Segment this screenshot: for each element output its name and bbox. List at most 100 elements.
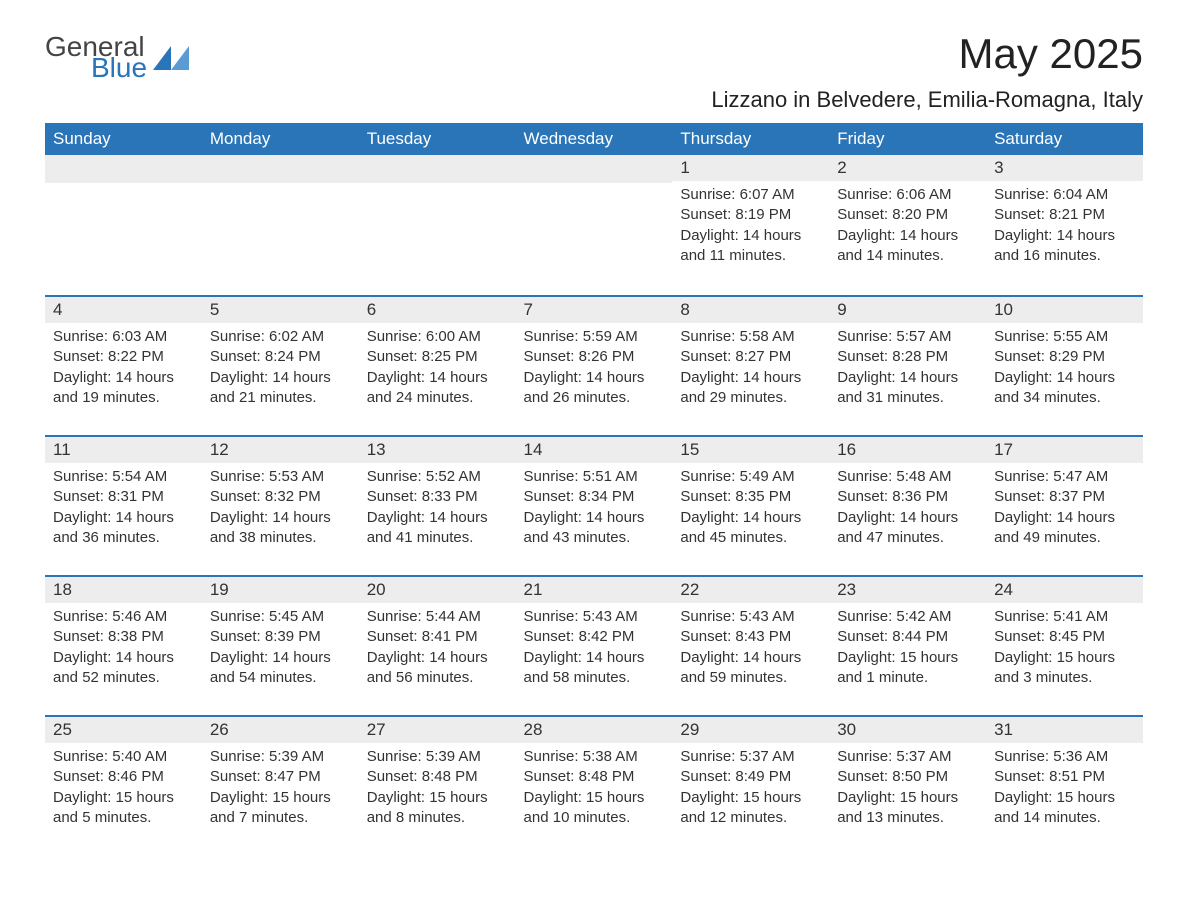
daylight-line: Daylight: 15 hours and 1 minute.	[837, 648, 978, 689]
daylight-line: Daylight: 14 hours and 52 minutes.	[53, 648, 194, 689]
sunrise-line: Sunrise: 6:07 AM	[680, 185, 821, 205]
day-details: Sunrise: 5:57 AMSunset: 8:28 PMDaylight:…	[829, 323, 986, 416]
day-number: 1	[672, 155, 829, 181]
calendar-day-cell: 10Sunrise: 5:55 AMSunset: 8:29 PMDayligh…	[986, 295, 1143, 435]
sunrise-line: Sunrise: 6:04 AM	[994, 185, 1135, 205]
day-number: 14	[516, 435, 673, 463]
day-number: 15	[672, 435, 829, 463]
calendar-header-row: SundayMondayTuesdayWednesdayThursdayFrid…	[45, 123, 1143, 155]
daylight-line: Daylight: 14 hours and 38 minutes.	[210, 508, 351, 549]
calendar-day-cell: 27Sunrise: 5:39 AMSunset: 8:48 PMDayligh…	[359, 715, 516, 855]
calendar-day-cell: 14Sunrise: 5:51 AMSunset: 8:34 PMDayligh…	[516, 435, 673, 575]
calendar-day-cell: 6Sunrise: 6:00 AMSunset: 8:25 PMDaylight…	[359, 295, 516, 435]
day-details: Sunrise: 5:42 AMSunset: 8:44 PMDaylight:…	[829, 603, 986, 696]
day-number: 31	[986, 715, 1143, 743]
sunrise-line: Sunrise: 5:45 AM	[210, 607, 351, 627]
logo-triangle-icon	[153, 46, 189, 75]
calendar-day-cell: 30Sunrise: 5:37 AMSunset: 8:50 PMDayligh…	[829, 715, 986, 855]
sunrise-line: Sunrise: 5:53 AM	[210, 467, 351, 487]
calendar-day-cell: 26Sunrise: 5:39 AMSunset: 8:47 PMDayligh…	[202, 715, 359, 855]
daylight-line: Daylight: 15 hours and 3 minutes.	[994, 648, 1135, 689]
day-details: Sunrise: 5:36 AMSunset: 8:51 PMDaylight:…	[986, 743, 1143, 836]
day-number: 25	[45, 715, 202, 743]
daylight-line: Daylight: 14 hours and 45 minutes.	[680, 508, 821, 549]
sunrise-line: Sunrise: 5:37 AM	[680, 747, 821, 767]
calendar-week-row: 1Sunrise: 6:07 AMSunset: 8:19 PMDaylight…	[45, 155, 1143, 295]
header: General Blue May 2025	[45, 30, 1143, 81]
daylight-line: Daylight: 14 hours and 21 minutes.	[210, 368, 351, 409]
day-details: Sunrise: 5:58 AMSunset: 8:27 PMDaylight:…	[672, 323, 829, 416]
sunset-line: Sunset: 8:41 PM	[367, 627, 508, 647]
sunset-line: Sunset: 8:28 PM	[837, 347, 978, 367]
sunset-line: Sunset: 8:49 PM	[680, 767, 821, 787]
sunrise-line: Sunrise: 5:39 AM	[210, 747, 351, 767]
day-details: Sunrise: 6:00 AMSunset: 8:25 PMDaylight:…	[359, 323, 516, 416]
daylight-line: Daylight: 14 hours and 49 minutes.	[994, 508, 1135, 549]
daylight-line: Daylight: 14 hours and 58 minutes.	[524, 648, 665, 689]
sunset-line: Sunset: 8:33 PM	[367, 487, 508, 507]
weekday-header: Wednesday	[516, 123, 673, 155]
calendar-table: SundayMondayTuesdayWednesdayThursdayFrid…	[45, 123, 1143, 855]
day-number: 10	[986, 295, 1143, 323]
day-details: Sunrise: 5:54 AMSunset: 8:31 PMDaylight:…	[45, 463, 202, 556]
sunrise-line: Sunrise: 5:37 AM	[837, 747, 978, 767]
calendar-day-cell: 29Sunrise: 5:37 AMSunset: 8:49 PMDayligh…	[672, 715, 829, 855]
sunset-line: Sunset: 8:27 PM	[680, 347, 821, 367]
calendar-day-cell: 21Sunrise: 5:43 AMSunset: 8:42 PMDayligh…	[516, 575, 673, 715]
calendar-empty-cell	[359, 155, 516, 295]
sunrise-line: Sunrise: 5:47 AM	[994, 467, 1135, 487]
calendar-day-cell: 25Sunrise: 5:40 AMSunset: 8:46 PMDayligh…	[45, 715, 202, 855]
sunset-line: Sunset: 8:20 PM	[837, 205, 978, 225]
day-details: Sunrise: 5:44 AMSunset: 8:41 PMDaylight:…	[359, 603, 516, 696]
daylight-line: Daylight: 14 hours and 16 minutes.	[994, 226, 1135, 267]
sunset-line: Sunset: 8:35 PM	[680, 487, 821, 507]
daylight-line: Daylight: 15 hours and 13 minutes.	[837, 788, 978, 829]
sunrise-line: Sunrise: 5:41 AM	[994, 607, 1135, 627]
title-block: May 2025	[959, 30, 1143, 78]
sunset-line: Sunset: 8:48 PM	[524, 767, 665, 787]
day-details: Sunrise: 6:03 AMSunset: 8:22 PMDaylight:…	[45, 323, 202, 416]
day-number: 19	[202, 575, 359, 603]
day-details: Sunrise: 5:55 AMSunset: 8:29 PMDaylight:…	[986, 323, 1143, 416]
calendar-day-cell: 31Sunrise: 5:36 AMSunset: 8:51 PMDayligh…	[986, 715, 1143, 855]
daylight-line: Daylight: 14 hours and 43 minutes.	[524, 508, 665, 549]
page-title: May 2025	[959, 30, 1143, 78]
sunrise-line: Sunrise: 5:59 AM	[524, 327, 665, 347]
daylight-line: Daylight: 14 hours and 14 minutes.	[837, 226, 978, 267]
empty-day-bar	[516, 155, 673, 183]
sunrise-line: Sunrise: 5:57 AM	[837, 327, 978, 347]
sunrise-line: Sunrise: 5:48 AM	[837, 467, 978, 487]
day-details: Sunrise: 5:51 AMSunset: 8:34 PMDaylight:…	[516, 463, 673, 556]
day-number: 9	[829, 295, 986, 323]
day-number: 12	[202, 435, 359, 463]
sunset-line: Sunset: 8:43 PM	[680, 627, 821, 647]
calendar-day-cell: 24Sunrise: 5:41 AMSunset: 8:45 PMDayligh…	[986, 575, 1143, 715]
sunrise-line: Sunrise: 5:44 AM	[367, 607, 508, 627]
day-number: 22	[672, 575, 829, 603]
day-details: Sunrise: 5:47 AMSunset: 8:37 PMDaylight:…	[986, 463, 1143, 556]
weekday-header: Sunday	[45, 123, 202, 155]
day-number: 29	[672, 715, 829, 743]
weekday-header: Thursday	[672, 123, 829, 155]
sunrise-line: Sunrise: 6:02 AM	[210, 327, 351, 347]
daylight-line: Daylight: 15 hours and 14 minutes.	[994, 788, 1135, 829]
day-number: 23	[829, 575, 986, 603]
sunrise-line: Sunrise: 5:40 AM	[53, 747, 194, 767]
day-number: 28	[516, 715, 673, 743]
calendar-week-row: 4Sunrise: 6:03 AMSunset: 8:22 PMDaylight…	[45, 295, 1143, 435]
sunrise-line: Sunrise: 5:49 AM	[680, 467, 821, 487]
calendar-day-cell: 8Sunrise: 5:58 AMSunset: 8:27 PMDaylight…	[672, 295, 829, 435]
calendar-week-row: 18Sunrise: 5:46 AMSunset: 8:38 PMDayligh…	[45, 575, 1143, 715]
day-details: Sunrise: 6:04 AMSunset: 8:21 PMDaylight:…	[986, 181, 1143, 274]
daylight-line: Daylight: 14 hours and 47 minutes.	[837, 508, 978, 549]
sunrise-line: Sunrise: 5:43 AM	[524, 607, 665, 627]
daylight-line: Daylight: 14 hours and 29 minutes.	[680, 368, 821, 409]
calendar-day-cell: 1Sunrise: 6:07 AMSunset: 8:19 PMDaylight…	[672, 155, 829, 295]
calendar-day-cell: 17Sunrise: 5:47 AMSunset: 8:37 PMDayligh…	[986, 435, 1143, 575]
daylight-line: Daylight: 14 hours and 19 minutes.	[53, 368, 194, 409]
sunset-line: Sunset: 8:26 PM	[524, 347, 665, 367]
sunset-line: Sunset: 8:46 PM	[53, 767, 194, 787]
day-number: 8	[672, 295, 829, 323]
day-number: 2	[829, 155, 986, 181]
calendar-day-cell: 7Sunrise: 5:59 AMSunset: 8:26 PMDaylight…	[516, 295, 673, 435]
